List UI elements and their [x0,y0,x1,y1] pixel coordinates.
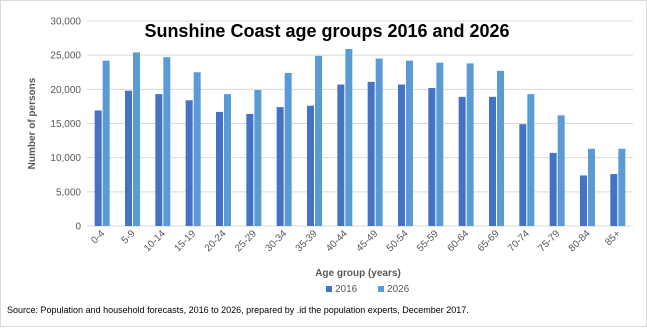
bar-2016 [216,111,223,226]
bar-2026 [133,52,140,226]
bar-2026 [193,72,201,226]
bar-2016 [246,113,254,226]
x-tick-label: 35-39 [294,228,320,254]
chart-title: Sunshine Coast age groups 2016 and 2026 [144,21,509,41]
y-tick-label: 25,000 [50,51,81,62]
y-tick-label: 0 [75,222,81,233]
x-tick-label: 80-84 [567,228,593,254]
y-tick-label: 30,000 [50,17,81,28]
bar-2016 [428,87,436,226]
x-tick-label: 15-19 [172,228,198,254]
x-tick-label: 45-49 [354,228,380,254]
bar-2016 [367,81,375,226]
x-tick-label: 55-59 [415,228,441,254]
x-tick-label: 60-64 [445,228,471,254]
bar-2026 [588,148,595,226]
bar-2016 [276,107,284,226]
bar-2016 [610,174,618,226]
bar-2016 [580,175,587,226]
bar-2016 [185,100,193,226]
bar-2026 [345,49,353,227]
x-tick-label: 25-29 [233,228,259,254]
bar-2026 [284,72,292,226]
y-tick-label: 10,000 [50,153,81,164]
bar-2026 [315,55,322,226]
x-tick-label: 65-69 [476,228,502,254]
x-tick-label: 10-14 [142,228,168,254]
bar-2016 [307,105,314,226]
y-tick-label: 20,000 [50,85,81,96]
bar-2016 [549,152,557,226]
bar-2016 [489,96,496,226]
bar-2026 [375,58,383,227]
x-tick-label: 40-44 [324,228,350,254]
legend-label-2016: 2016 [335,284,358,295]
y-axis-title: Number of persons [27,77,38,169]
bar-2016 [155,94,163,226]
bar-2026 [527,94,535,226]
bar-2016 [398,84,405,226]
bar-2016 [519,124,527,226]
bar-2026 [406,60,413,227]
bar-2026 [557,115,565,226]
x-tick-label: 85+ [603,228,623,248]
y-tick-label: 15,000 [50,119,81,130]
bar-2016 [125,90,132,226]
bar-2016 [94,110,102,226]
bar-2026 [102,60,110,227]
x-tick-label: 0-4 [89,228,107,246]
source-note: Source: Population and household forecas… [7,305,469,315]
x-axis-title: Age group (years) [315,268,401,279]
bar-2026 [497,70,504,226]
bar-2026 [618,148,626,226]
bar-2016 [458,96,466,226]
x-tick-label: 5-9 [120,228,138,246]
x-tick-label: 20-24 [203,228,229,254]
bar-2026 [254,90,262,227]
legend-label-2026: 2026 [387,284,410,295]
bar-2016 [337,84,345,226]
x-tick-label: 30-34 [263,228,289,254]
bar-2026 [163,57,171,226]
x-tick-label: 70-74 [506,228,532,254]
y-tick-label: 5,000 [56,187,81,198]
x-tick-label: 50-54 [385,228,411,254]
bar-2026 [436,62,444,226]
bar-2026 [466,63,474,226]
legend-swatch-2026 [378,286,384,292]
bar-2026 [224,94,231,226]
legend-swatch-2016 [326,286,332,292]
x-tick-label: 75-79 [536,228,562,254]
